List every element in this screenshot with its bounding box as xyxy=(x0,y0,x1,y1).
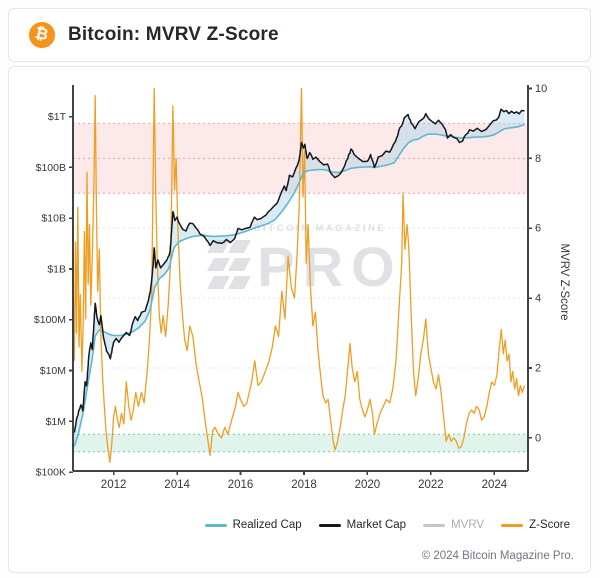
legend-item-market-cap[interactable]: Market Cap xyxy=(318,519,407,531)
legend-swatch xyxy=(501,523,524,527)
header-card: ₿ Bitcoin: MVRV Z-Score xyxy=(8,8,591,62)
legend-item-mvrv[interactable]: MVRV xyxy=(423,519,484,531)
legend-label: Market Cap xyxy=(346,519,407,531)
bitcoin-glyph: ₿ xyxy=(33,24,51,45)
legend-item-z-score[interactable]: Z-Score xyxy=(501,519,570,531)
legend-swatch xyxy=(423,523,446,527)
legend-swatch xyxy=(318,523,341,527)
bitcoin-icon: ₿ xyxy=(29,22,55,48)
page-title: Bitcoin: MVRV Z-Score xyxy=(68,24,279,45)
legend-label: Z-Score xyxy=(529,519,570,531)
chart-legend: Realized Cap Market Cap MVRV Z-Score xyxy=(204,519,570,531)
chart-card xyxy=(8,66,591,573)
legend-label: MVRV xyxy=(451,519,485,531)
legend-swatch xyxy=(204,523,227,527)
legend-item-realized-cap[interactable]: Realized Cap xyxy=(204,519,302,531)
copyright-text: © 2024 Bitcoin Magazine Pro. xyxy=(421,550,574,562)
legend-label: Realized Cap xyxy=(232,519,302,531)
